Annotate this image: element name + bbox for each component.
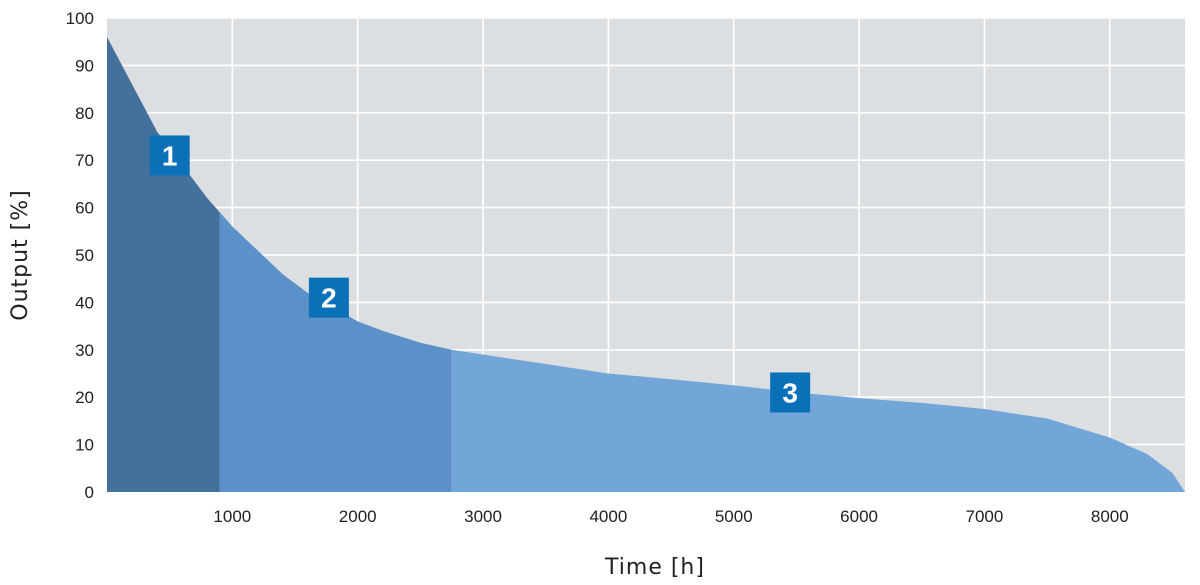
phase-2-area bbox=[219, 212, 452, 492]
y-tick-label: 10 bbox=[75, 436, 94, 455]
y-tick-label: 0 bbox=[85, 483, 94, 502]
x-tick-label: 7000 bbox=[966, 507, 1004, 526]
x-tick-label: 5000 bbox=[715, 507, 753, 526]
phase-3-area bbox=[451, 349, 1186, 492]
phase-badges: 1 2 3 bbox=[149, 135, 811, 413]
y-tick-label: 60 bbox=[75, 199, 94, 218]
x-tick-label: 4000 bbox=[589, 507, 627, 526]
badge-label: 2 bbox=[321, 283, 337, 314]
phase-2-badge: 2 bbox=[308, 277, 349, 318]
badge-box bbox=[308, 277, 349, 318]
y-tick-labels: 0 10 20 30 40 50 60 70 80 90 100 bbox=[66, 9, 94, 502]
y-tick-label: 40 bbox=[75, 293, 94, 312]
x-tick-label: 8000 bbox=[1091, 507, 1129, 526]
y-tick-label: 50 bbox=[75, 246, 94, 265]
y-tick-label: 100 bbox=[66, 9, 94, 28]
y-axis-label: Output [%] bbox=[8, 189, 33, 320]
x-tick-label: 1000 bbox=[213, 507, 251, 526]
x-axis-label: Time [h] bbox=[604, 555, 705, 580]
y-tick-label: 20 bbox=[75, 388, 94, 407]
y-tick-label: 70 bbox=[75, 151, 94, 170]
x-tick-labels: 1000 2000 3000 4000 5000 6000 7000 8000 bbox=[213, 507, 1128, 526]
x-tick-label: 3000 bbox=[464, 507, 502, 526]
x-tick-label: 2000 bbox=[339, 507, 377, 526]
badge-box bbox=[770, 372, 811, 413]
badge-label: 1 bbox=[162, 140, 178, 171]
badge-label: 3 bbox=[782, 377, 798, 408]
phase-3-badge: 3 bbox=[770, 372, 811, 413]
phase-1-badge: 1 bbox=[149, 135, 190, 176]
x-tick-label: 6000 bbox=[840, 507, 878, 526]
y-tick-label: 90 bbox=[75, 56, 94, 75]
phase-1-area bbox=[107, 36, 220, 493]
y-tick-label: 30 bbox=[75, 341, 94, 360]
badge-box bbox=[149, 135, 190, 176]
phase-areas bbox=[107, 36, 1186, 493]
y-tick-label: 80 bbox=[75, 104, 94, 123]
